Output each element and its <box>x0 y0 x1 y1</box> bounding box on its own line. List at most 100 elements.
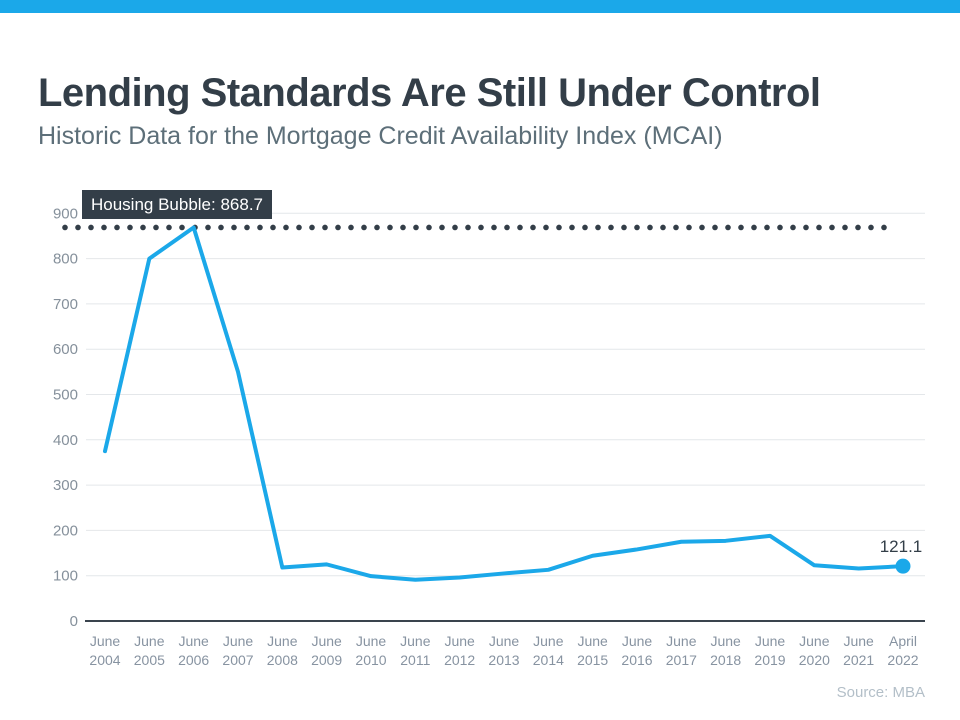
x-axis-tick-label: June 2014 <box>533 633 564 668</box>
threshold-dot <box>452 224 458 231</box>
threshold-dot <box>127 224 133 231</box>
threshold-dot <box>764 224 770 231</box>
threshold-dot <box>400 224 406 231</box>
x-axis-tick-label: June 2016 <box>621 633 652 668</box>
threshold-dot <box>491 224 497 231</box>
y-axis-tick-label: 200 <box>53 522 78 539</box>
threshold-dot <box>725 224 731 231</box>
x-axis-tick-label: June 2018 <box>710 633 741 668</box>
threshold-dot <box>88 224 94 231</box>
source-attribution: Source: MBA <box>836 684 925 701</box>
threshold-dot <box>543 224 549 231</box>
threshold-dot <box>530 224 536 231</box>
threshold-dot <box>621 224 627 231</box>
page-subtitle: Historic Data for the Mortgage Credit Av… <box>38 121 723 150</box>
y-axis-tick-label: 100 <box>53 568 78 585</box>
x-axis-tick-label: June 2020 <box>799 633 830 668</box>
threshold-dot <box>582 224 588 231</box>
threshold-dot <box>231 224 237 231</box>
x-axis-tick-label: June 2013 <box>488 633 519 668</box>
threshold-dot <box>309 224 315 231</box>
threshold-dot <box>881 224 887 231</box>
x-axis-tick-label: June 2010 <box>355 633 386 668</box>
threshold-dot <box>413 224 419 231</box>
threshold-dot <box>660 224 666 231</box>
threshold-dot <box>140 224 146 231</box>
housing-bubble-annotation: Housing Bubble: 868.7 <box>82 190 272 219</box>
threshold-dot <box>569 224 575 231</box>
threshold-dot <box>283 224 289 231</box>
threshold-dot <box>270 224 276 231</box>
threshold-dot <box>244 224 250 231</box>
y-axis-tick-label: 600 <box>53 341 78 358</box>
threshold-dot <box>803 224 809 231</box>
x-axis-tick-label: June 2008 <box>267 633 298 668</box>
threshold-dot <box>374 224 380 231</box>
threshold-dot <box>751 224 757 231</box>
threshold-dot <box>257 224 263 231</box>
threshold-dot <box>699 224 705 231</box>
threshold-dot <box>816 224 822 231</box>
threshold-dot <box>114 224 120 231</box>
threshold-dot <box>426 224 432 231</box>
threshold-dot <box>478 224 484 231</box>
threshold-dot <box>517 224 523 231</box>
threshold-dot <box>673 224 679 231</box>
y-axis-tick-label: 400 <box>53 432 78 449</box>
threshold-dot <box>777 224 783 231</box>
x-axis-tick-label: June 2005 <box>134 633 165 668</box>
x-axis-tick-label: June 2019 <box>754 633 785 668</box>
threshold-dot <box>634 224 640 231</box>
y-axis-tick-label: 300 <box>53 477 78 494</box>
x-axis-tick-label: June 2007 <box>222 633 253 668</box>
mcai-series-line <box>103 225 905 582</box>
threshold-dot <box>504 224 510 231</box>
y-axis-tick-label: 500 <box>53 387 78 404</box>
threshold-dot <box>387 224 393 231</box>
end-value-label: 121.1 <box>880 537 923 556</box>
threshold-dot <box>361 224 367 231</box>
threshold-dot <box>686 224 692 231</box>
threshold-dot <box>829 224 835 231</box>
threshold-dot <box>62 224 68 231</box>
x-axis-tick-label: June 2021 <box>843 633 874 668</box>
threshold-dot <box>556 224 562 231</box>
x-axis-tick-label: June 2004 <box>89 633 120 668</box>
threshold-dot <box>439 224 445 231</box>
y-axis-tick-label: 700 <box>53 296 78 313</box>
threshold-dot <box>855 224 861 231</box>
x-axis-tick-label: June 2011 <box>400 633 431 668</box>
x-axis-tick-label: April 2022 <box>887 633 918 668</box>
threshold-dot <box>322 224 328 231</box>
threshold-dot <box>465 224 471 231</box>
threshold-dot <box>296 224 302 231</box>
threshold-dot <box>179 224 185 231</box>
threshold-dot <box>647 224 653 231</box>
top-accent-bar <box>0 0 960 13</box>
threshold-dot <box>205 224 211 231</box>
threshold-dot <box>335 224 341 231</box>
threshold-dot <box>868 224 874 231</box>
threshold-dot <box>348 224 354 231</box>
threshold-dot <box>842 224 848 231</box>
y-axis-tick-label: 800 <box>53 251 78 268</box>
x-axis-tick-label: June 2009 <box>311 633 342 668</box>
y-axis-tick-label: 0 <box>70 613 78 630</box>
x-axis-tick-label: June 2015 <box>577 633 608 668</box>
y-axis-tick-label: 900 <box>53 205 78 222</box>
threshold-dot <box>790 224 796 231</box>
threshold-dot <box>738 224 744 231</box>
threshold-dot <box>166 224 172 231</box>
threshold-dot <box>75 224 81 231</box>
threshold-dot <box>101 224 107 231</box>
x-axis-tick-label: June 2006 <box>178 633 209 668</box>
threshold-dot <box>595 224 601 231</box>
x-axis-tick-label: June 2017 <box>666 633 697 668</box>
threshold-dot <box>608 224 614 231</box>
threshold-dot <box>153 224 159 231</box>
x-axis-tick-label: June 2012 <box>444 633 475 668</box>
end-point-marker <box>895 558 911 574</box>
threshold-dot <box>218 224 224 231</box>
page-title: Lending Standards Are Still Under Contro… <box>38 70 821 115</box>
